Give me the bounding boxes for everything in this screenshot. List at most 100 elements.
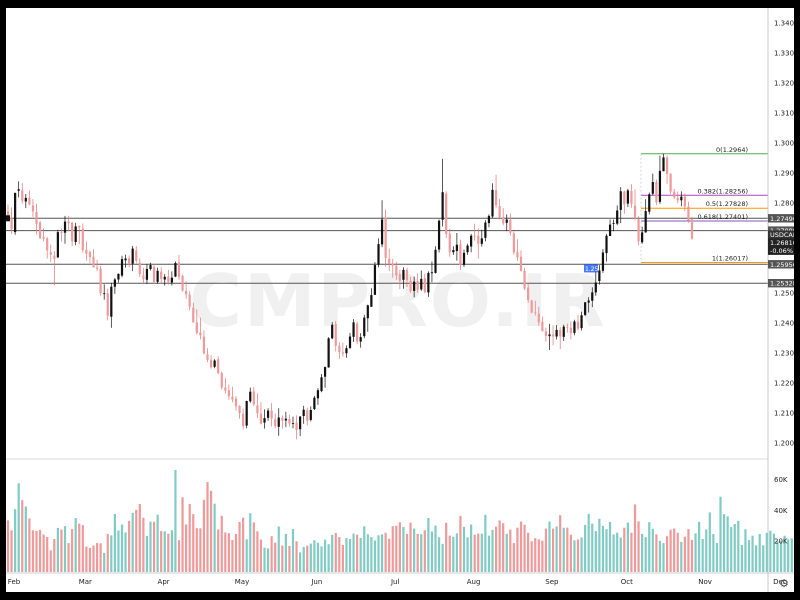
volume-bar (680, 541, 683, 572)
candle-body (217, 359, 220, 374)
candle-body (523, 270, 526, 289)
price-tag-label: -0.06% (770, 247, 793, 255)
volume-bar (238, 522, 241, 572)
watermark: CMPRO.IR (189, 259, 607, 343)
candle-body (156, 270, 159, 282)
volume-bar (448, 535, 451, 572)
candle-body (427, 272, 430, 293)
candle-body (541, 321, 544, 332)
volume-bar (181, 497, 184, 572)
volume-bar (402, 526, 405, 572)
time-axis[interactable]: FebMarAprMayJunJulAugSepOctNovDec2022Feb (8, 578, 794, 586)
volume-bar (356, 534, 359, 572)
candle-body (21, 190, 24, 201)
candle-body (669, 173, 672, 192)
candle-body (177, 262, 181, 278)
volume-bar (359, 538, 362, 572)
inline-price-tag-label: 1.25 (585, 266, 599, 273)
time-axis-label: May (235, 578, 249, 586)
volume-bar (199, 528, 202, 572)
gear-icon[interactable]: ⚙ (779, 577, 789, 590)
volume-bar (71, 529, 74, 572)
volume-bar (145, 535, 149, 572)
volume-bar (313, 540, 316, 572)
volume-bar (266, 548, 270, 572)
volume-bar (591, 523, 594, 572)
candle-body (551, 334, 555, 337)
candle-body (637, 219, 640, 242)
volume-bar (192, 514, 195, 572)
candle-body (224, 387, 227, 391)
volume-bar (462, 526, 466, 572)
candle-body (498, 206, 501, 218)
candle-body (174, 263, 177, 277)
volume-bar (651, 528, 654, 572)
candle-body (74, 226, 77, 242)
candle-body (56, 232, 59, 258)
candle-body (124, 258, 127, 261)
volume-bar (437, 537, 441, 572)
candle-body (117, 273, 120, 280)
volume-bar (156, 514, 159, 572)
candle-body (10, 218, 13, 230)
volume-bar (534, 538, 537, 572)
candle-body (655, 182, 658, 203)
candle-body (145, 269, 149, 280)
volume-bar (370, 537, 373, 572)
price-axis-label: 1.20000 (774, 440, 794, 448)
volume-bar (377, 535, 380, 572)
candle-body (323, 367, 327, 377)
candle-body (338, 345, 341, 353)
candle-body (42, 236, 45, 239)
candle-body (327, 338, 330, 368)
volume-bar (541, 540, 544, 572)
time-axis-label: Apr (158, 578, 170, 586)
volume-bar (790, 538, 793, 572)
candle-body (626, 190, 629, 204)
candle-body (345, 348, 348, 354)
candle-body (181, 275, 184, 291)
time-axis-label: Jul (390, 578, 400, 586)
price-tags: 1.274901.27080USDCAD1.26810-0.06%1.25956… (6, 214, 798, 288)
candle-body (352, 322, 355, 337)
volume-bar (512, 543, 515, 572)
volume-bars (6, 469, 800, 572)
volume-bar (327, 544, 330, 572)
candle-body (348, 336, 352, 348)
candle-body (149, 265, 152, 269)
volume-bar (274, 542, 277, 572)
volume-bar (669, 529, 672, 572)
candle-body (67, 221, 70, 224)
candle-body (687, 206, 690, 221)
volume-bar (765, 532, 768, 572)
volume-bar (309, 543, 312, 572)
volume-bar (487, 535, 491, 572)
volume-bar (523, 524, 526, 572)
candle-body (88, 252, 92, 257)
volume-bar (676, 532, 679, 572)
volume-bar (548, 521, 551, 572)
volume-bar (740, 545, 743, 572)
time-axis-label: Feb (8, 578, 21, 586)
fibonacci-retracement[interactable]: 0(1.2964) 0.382(1.28256) 0.5(1.27828) 0.618… (640, 146, 768, 263)
price-axis-label: 1.31000 (774, 110, 794, 118)
volume-bar (35, 530, 38, 572)
price-axis-label: 1.25000 (774, 290, 794, 298)
volume-bar (363, 526, 366, 572)
volume-bar (391, 526, 394, 572)
volume-bar (776, 541, 779, 572)
time-axis-label: Jun (310, 578, 322, 586)
volume-bar (331, 534, 334, 572)
volume-bar (220, 515, 223, 572)
volume-bar (466, 537, 469, 572)
price-tag-bg (768, 230, 794, 239)
volume-bar (559, 515, 562, 572)
volume-bar (138, 504, 141, 572)
volume-bar (658, 540, 662, 572)
candle-body (569, 327, 572, 333)
candle-body (462, 252, 466, 265)
candle-body (470, 235, 473, 247)
volume-bar (783, 535, 786, 572)
usdcad-chart[interactable]: CMPRO.IR 0(1.2964) 0.382(1.28256) 0.5(1.27… (6, 8, 800, 592)
volume-bar (38, 529, 42, 572)
